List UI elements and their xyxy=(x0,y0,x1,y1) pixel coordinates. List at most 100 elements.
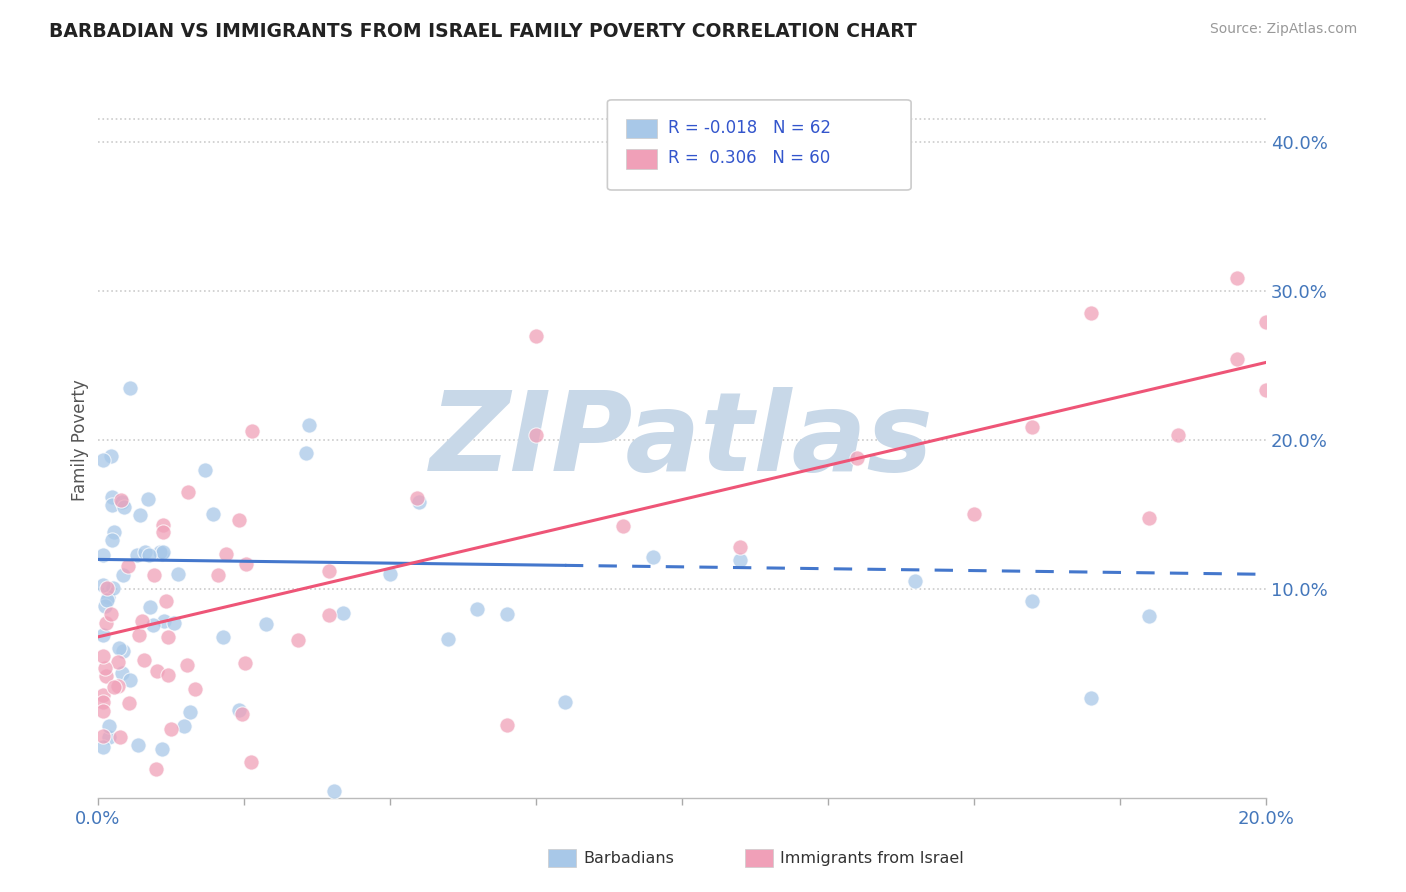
Point xyxy=(254,617,277,632)
Point xyxy=(728,142,751,156)
Point xyxy=(167,567,190,582)
Point xyxy=(184,681,207,696)
Point xyxy=(228,703,250,717)
Point xyxy=(103,524,125,539)
Point xyxy=(132,652,155,666)
Point xyxy=(107,641,129,656)
Point xyxy=(127,738,149,752)
Point xyxy=(143,568,166,582)
Point xyxy=(117,696,139,710)
Point xyxy=(408,495,430,509)
Point xyxy=(1137,609,1160,624)
Point xyxy=(156,630,179,644)
Text: ZIPatlas: ZIPatlas xyxy=(430,386,934,493)
Point xyxy=(728,541,751,555)
Point xyxy=(150,547,173,561)
Point xyxy=(111,665,134,680)
Point xyxy=(554,695,576,709)
Point xyxy=(495,718,517,732)
Point xyxy=(295,446,318,460)
Point xyxy=(378,566,401,581)
Point xyxy=(233,656,256,670)
Point xyxy=(846,450,869,465)
Point xyxy=(163,615,186,630)
Point xyxy=(1021,594,1043,608)
Point xyxy=(120,381,142,395)
Point xyxy=(103,581,125,595)
Point xyxy=(211,630,233,644)
Point xyxy=(1254,315,1277,329)
Point xyxy=(152,525,174,540)
Point xyxy=(112,567,135,582)
Point xyxy=(437,632,460,647)
Point xyxy=(93,578,115,592)
Point xyxy=(179,705,201,719)
Point xyxy=(150,742,173,756)
Point xyxy=(146,664,169,678)
Point xyxy=(127,548,149,562)
Point xyxy=(1080,305,1102,319)
Text: Immigrants from Israel: Immigrants from Israel xyxy=(780,851,965,865)
Point xyxy=(93,548,115,562)
Point xyxy=(96,581,118,595)
Point xyxy=(207,568,229,582)
Point xyxy=(1254,383,1277,397)
Point xyxy=(322,783,344,797)
Point xyxy=(152,518,174,533)
Point xyxy=(215,547,238,561)
Point xyxy=(108,731,131,745)
Point xyxy=(98,731,121,745)
Text: R = -0.018   N = 62: R = -0.018 N = 62 xyxy=(668,119,831,136)
Point xyxy=(1137,511,1160,525)
Point xyxy=(93,695,115,709)
Point xyxy=(641,550,664,565)
Point xyxy=(153,614,176,628)
Point xyxy=(231,707,253,722)
Point xyxy=(202,508,225,522)
Point xyxy=(136,492,159,507)
Point xyxy=(155,594,177,608)
Point xyxy=(117,559,139,574)
Point xyxy=(142,618,165,632)
Point xyxy=(904,574,927,589)
Point xyxy=(239,756,262,770)
Point xyxy=(235,557,257,571)
Point xyxy=(228,512,250,526)
Point xyxy=(152,545,174,559)
Point xyxy=(107,655,129,669)
Point xyxy=(495,607,517,621)
Point xyxy=(465,601,488,615)
Point xyxy=(100,449,122,463)
Point xyxy=(93,739,115,754)
Point xyxy=(100,490,122,504)
Text: R =  0.306   N = 60: R = 0.306 N = 60 xyxy=(668,149,830,167)
Point xyxy=(138,548,160,562)
Text: Source: ZipAtlas.com: Source: ZipAtlas.com xyxy=(1209,22,1357,37)
Point xyxy=(111,494,134,508)
Point xyxy=(524,328,547,343)
Point xyxy=(318,607,340,622)
Point xyxy=(406,491,429,505)
Point xyxy=(100,607,122,622)
Point xyxy=(287,632,309,647)
Point xyxy=(110,493,132,508)
Point xyxy=(1226,352,1249,367)
Point xyxy=(332,607,354,621)
Point xyxy=(93,648,115,663)
Point xyxy=(963,507,986,521)
Point xyxy=(96,615,118,630)
Point xyxy=(612,519,634,533)
Point xyxy=(176,657,198,672)
Point xyxy=(1080,690,1102,705)
Point xyxy=(138,600,160,615)
Point xyxy=(93,453,115,467)
Point xyxy=(93,704,115,718)
Point xyxy=(93,661,115,675)
Point xyxy=(96,669,118,683)
Point xyxy=(131,614,153,628)
Point xyxy=(318,564,340,578)
Point xyxy=(111,643,134,657)
Point xyxy=(157,668,180,682)
Point xyxy=(240,424,263,438)
Point xyxy=(103,680,125,694)
